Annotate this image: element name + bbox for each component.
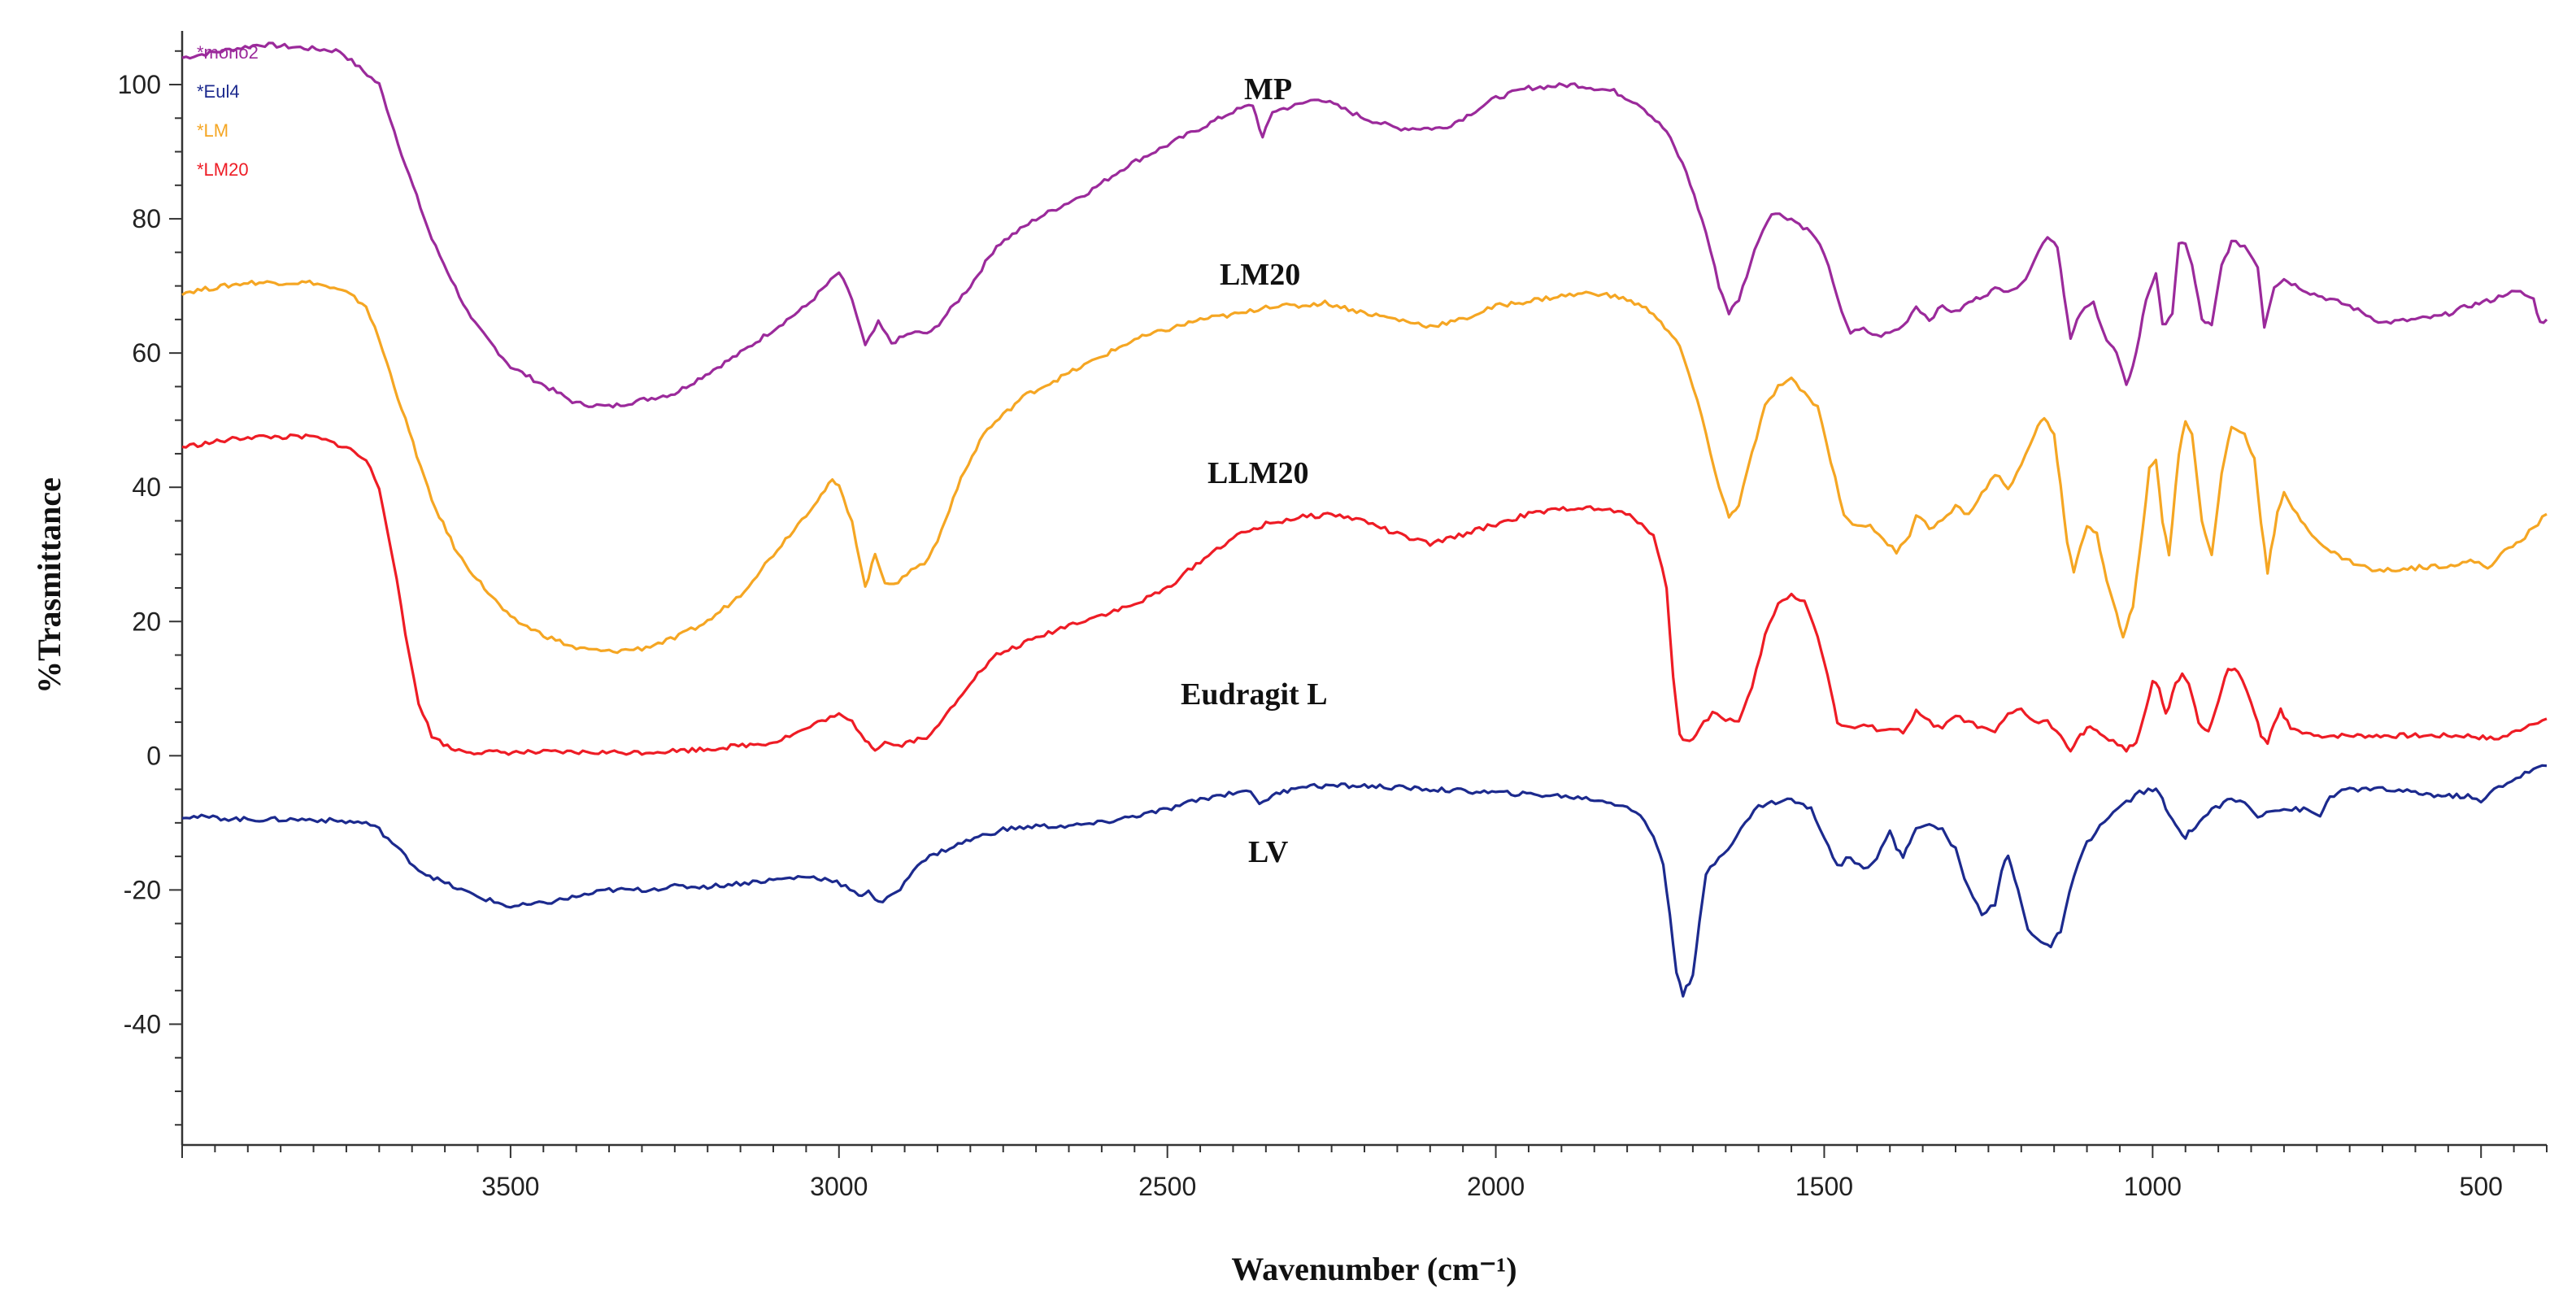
x-tick-label: 3500 bbox=[481, 1172, 539, 1201]
legend-entry-lm20: *LM20 bbox=[197, 159, 249, 180]
annotation-lm20: LM20 bbox=[1220, 258, 1300, 292]
series-line-mp bbox=[181, 41, 2548, 409]
x-tick-label: 2000 bbox=[1467, 1172, 1525, 1201]
series-line-lm20 bbox=[181, 279, 2548, 655]
y-tick-label: 20 bbox=[132, 607, 161, 636]
y-tick-label: 0 bbox=[146, 741, 161, 770]
legend: *mono2 *Eul4 *LM *LM20 bbox=[197, 42, 259, 180]
legend-entry-eul4: *Eul4 bbox=[197, 81, 240, 102]
x-tick-label: 1500 bbox=[1795, 1172, 1853, 1201]
annotation-mp: MP bbox=[1244, 72, 1292, 107]
annotation-lv: LV bbox=[1248, 835, 1289, 869]
x-tick-label: 1000 bbox=[2124, 1172, 2182, 1201]
axes: 100 80 60 40 20 0 -20 -40 3500 3000 2500 2000 1500 10… bbox=[118, 31, 2548, 1201]
x-tick-label: 500 bbox=[2460, 1172, 2503, 1201]
x-tick-label: 3000 bbox=[810, 1172, 868, 1201]
y-tick-label: -40 bbox=[124, 1009, 161, 1038]
series-line-lv bbox=[181, 764, 2548, 998]
annotation-eudragit-l: Eudragit L bbox=[1181, 677, 1328, 712]
y-axis-title: %Trasmittance bbox=[31, 477, 67, 694]
legend-entry-mono2: *mono2 bbox=[197, 42, 259, 63]
annotation-llm20: LLM20 bbox=[1208, 456, 1309, 490]
series-line-llm20 bbox=[181, 433, 2548, 756]
y-tick-label: 60 bbox=[132, 338, 161, 368]
y-tick-label: 100 bbox=[118, 70, 161, 99]
x-tick-label: 2500 bbox=[1138, 1172, 1196, 1201]
legend-entry-lm: *LM bbox=[197, 120, 228, 141]
x-axis-title: Wavenumber (cm⁻¹) bbox=[1231, 1251, 1516, 1287]
y-tick-label: -20 bbox=[124, 875, 161, 904]
y-tick-label: 80 bbox=[132, 204, 161, 233]
series-layer bbox=[181, 41, 2548, 998]
y-tick-label: 40 bbox=[132, 472, 161, 502]
